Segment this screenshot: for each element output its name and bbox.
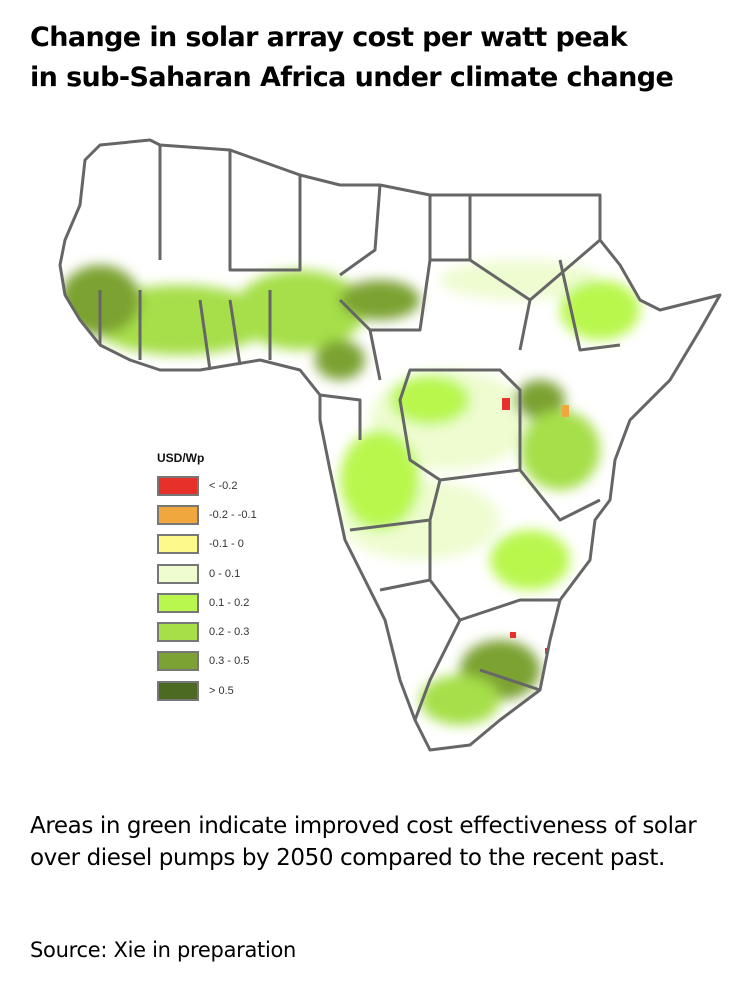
legend-item: -0.2 - -0.1 <box>157 500 257 529</box>
legend-label: -0.2 - -0.1 <box>209 508 257 521</box>
africa-map <box>58 138 722 752</box>
legend-label: 0.1 - 0.2 <box>209 596 250 609</box>
legend-swatch <box>157 563 199 584</box>
legend: USD/Wp < -0.2 -0.2 - -0.1 -0.1 - 0 0 - 0.1 0… <box>157 451 257 705</box>
title-line-2: in sub-Saharan Africa under climate chan… <box>30 62 674 93</box>
legend-swatch <box>157 680 199 701</box>
legend-item: -0.1 - 0 <box>157 530 257 559</box>
legend-label: > 0.5 <box>209 684 234 697</box>
legend-label: 0.3 - 0.5 <box>209 655 250 668</box>
legend-label: 0 - 0.1 <box>209 567 241 580</box>
title-line-1: Change in solar array cost per watt peak <box>30 22 628 53</box>
legend-label: < -0.2 <box>209 479 238 492</box>
legend-item: 0.3 - 0.5 <box>157 647 257 676</box>
legend-item: 0.1 - 0.2 <box>157 588 257 617</box>
legend-swatch <box>157 534 199 555</box>
legend-item: 0.2 - 0.3 <box>157 617 257 646</box>
legend-swatch <box>157 475 199 496</box>
caption: Areas in green indicate improved cost ef… <box>30 813 697 871</box>
legend-item: < -0.2 <box>157 471 257 500</box>
legend-label: -0.1 - 0 <box>209 538 244 551</box>
legend-swatch <box>157 622 199 643</box>
legend-swatch <box>157 592 199 613</box>
legend-item: 0 - 0.1 <box>157 559 257 588</box>
legend-item: > 0.5 <box>157 676 257 705</box>
legend-title: USD/Wp <box>157 451 205 465</box>
source-note: Source: Xie in preparation <box>30 938 297 962</box>
map-title: Change in solar array cost per watt peak… <box>30 18 674 98</box>
legend-label: 0.2 - 0.3 <box>209 626 250 639</box>
country-borders <box>58 138 722 752</box>
legend-swatch <box>157 651 199 672</box>
legend-swatch <box>157 504 199 525</box>
